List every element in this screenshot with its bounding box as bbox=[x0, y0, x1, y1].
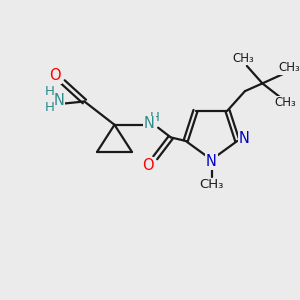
Text: H: H bbox=[44, 101, 54, 114]
Text: CH₃: CH₃ bbox=[275, 96, 297, 109]
Text: CH₃: CH₃ bbox=[199, 178, 224, 191]
Text: N: N bbox=[239, 131, 250, 146]
Text: N: N bbox=[144, 116, 155, 131]
Text: O: O bbox=[50, 68, 61, 83]
Text: CH₃: CH₃ bbox=[279, 61, 300, 74]
Text: H: H bbox=[44, 85, 54, 98]
Text: O: O bbox=[142, 158, 153, 173]
Text: H: H bbox=[149, 110, 159, 124]
Text: N: N bbox=[206, 154, 217, 169]
Text: CH₃: CH₃ bbox=[232, 52, 254, 65]
Text: N: N bbox=[54, 93, 64, 108]
